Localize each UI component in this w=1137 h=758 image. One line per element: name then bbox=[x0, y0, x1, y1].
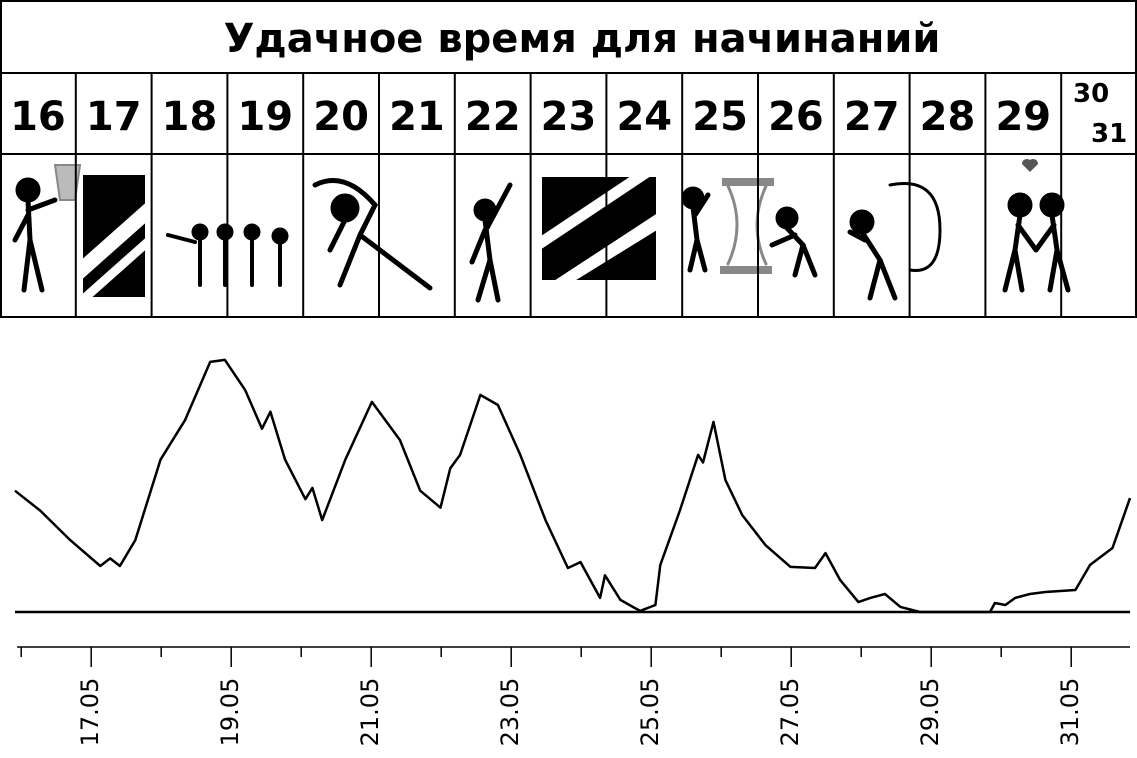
day-number: 29 bbox=[995, 94, 1051, 140]
header-title: Удачное время для начинаний bbox=[224, 16, 941, 62]
day-number: 19 bbox=[237, 94, 293, 140]
x-tick-label: 25.05 bbox=[636, 678, 664, 747]
day-number: 18 bbox=[162, 94, 218, 140]
day-number: 28 bbox=[920, 94, 976, 140]
day-number: 20 bbox=[313, 94, 369, 140]
day-number: 22 bbox=[465, 94, 521, 140]
x-tick-label: 21.05 bbox=[356, 678, 384, 747]
x-tick-label: 19.05 bbox=[216, 678, 244, 747]
x-tick-label: 27.05 bbox=[776, 678, 804, 747]
data-line bbox=[14, 358, 1132, 614]
day-number: 21 bbox=[389, 94, 445, 140]
day-number: 16 bbox=[10, 94, 66, 140]
day-number: 26 bbox=[768, 94, 824, 140]
day-number: 24 bbox=[616, 94, 672, 140]
day-number: 23 bbox=[541, 94, 597, 140]
day-number: 25 bbox=[692, 94, 748, 140]
day-number: 27 bbox=[844, 94, 900, 140]
x-tick-label: 17.05 bbox=[76, 678, 104, 747]
x-tick-label: 31.05 bbox=[1056, 678, 1084, 747]
day-number: 31 bbox=[1091, 119, 1127, 149]
x-tick-label: 29.05 bbox=[916, 678, 944, 747]
day-number: 17 bbox=[86, 94, 142, 140]
day-number: 30 bbox=[1073, 79, 1109, 109]
pictures bbox=[12, 158, 1071, 303]
x-tick-label: 23.05 bbox=[496, 678, 524, 747]
